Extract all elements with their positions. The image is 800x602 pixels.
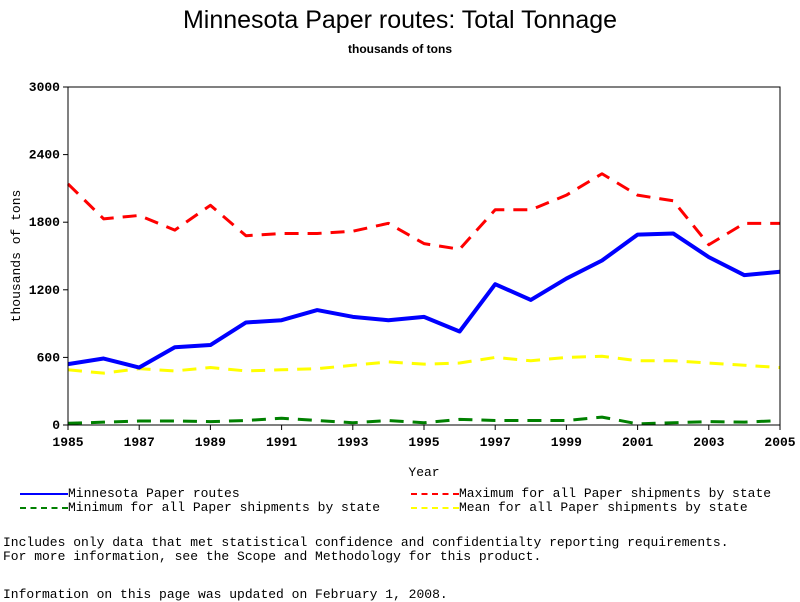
legend-swatch-maximum bbox=[411, 492, 459, 495]
legend-item-minimum: Minimum for all Paper shipments by state bbox=[20, 500, 380, 515]
y-tick-label: 3000 bbox=[29, 80, 60, 95]
footnote-line-2: For more information, see the Scope and … bbox=[3, 549, 542, 564]
x-tick-label: 1987 bbox=[124, 435, 155, 450]
x-tick-label: 2003 bbox=[693, 435, 724, 450]
y-tick-label: 0 bbox=[52, 418, 60, 433]
x-tick-label: 1991 bbox=[266, 435, 297, 450]
y-tick-label: 1800 bbox=[29, 215, 60, 230]
legend-label-minnesota: Minnesota Paper routes bbox=[68, 486, 240, 501]
legend-label-minimum: Minimum for all Paper shipments by state bbox=[68, 500, 381, 515]
x-tick-label: 1995 bbox=[408, 435, 439, 450]
legend-label-maximum: Maximum for all Paper shipments by state bbox=[459, 486, 772, 501]
chart-subtitle: thousands of tons bbox=[348, 42, 452, 56]
x-tick-label: 2005 bbox=[764, 435, 795, 450]
series-maximum-line bbox=[66, 172, 780, 251]
chart-title: Minnesota Paper routes: Total Tonnage bbox=[182, 6, 618, 34]
legend-label-mean: Mean for all Paper shipments by state bbox=[459, 500, 748, 515]
y-tick-label: 1200 bbox=[29, 283, 60, 298]
series-minnesota-paper-routes-line bbox=[67, 231, 781, 370]
plot-frame bbox=[67, 86, 781, 426]
x-tick-label: 1989 bbox=[195, 435, 226, 450]
legend-item-maximum: Maximum for all Paper shipments by state bbox=[411, 486, 771, 501]
updated-note: Information on this page was updated on … bbox=[3, 587, 448, 602]
legend-swatch-minimum bbox=[20, 506, 68, 509]
series-minimum-line bbox=[67, 415, 781, 426]
series-layer bbox=[66, 172, 781, 426]
footnotes: Includes only data that met statistical … bbox=[3, 536, 798, 564]
y-tick-label: 2400 bbox=[29, 148, 60, 163]
series-mean-line bbox=[67, 354, 781, 375]
x-tick-label: 1985 bbox=[52, 435, 83, 450]
legend-item-minnesota: Minnesota Paper routes bbox=[20, 486, 240, 501]
x-tick-label: 1999 bbox=[551, 435, 582, 450]
legend-item-mean: Mean for all Paper shipments by state bbox=[411, 500, 748, 515]
legend-swatch-mean bbox=[411, 506, 459, 509]
x-tick-label: 1993 bbox=[337, 435, 368, 450]
y-tick-label: 600 bbox=[37, 350, 61, 365]
y-axis-label: thousands of tons bbox=[9, 190, 24, 323]
x-axis-label: Year bbox=[408, 465, 439, 480]
axis-layer: 1985 1987 1989 1991 1993 1995 1997 1999 2001 2003… bbox=[29, 80, 796, 450]
legend-swatch-minnesota bbox=[20, 492, 68, 495]
x-tick-label: 2001 bbox=[622, 435, 653, 450]
footnote-line-1: Includes only data that met statistical … bbox=[3, 535, 729, 550]
x-tick-label: 1997 bbox=[480, 435, 511, 450]
